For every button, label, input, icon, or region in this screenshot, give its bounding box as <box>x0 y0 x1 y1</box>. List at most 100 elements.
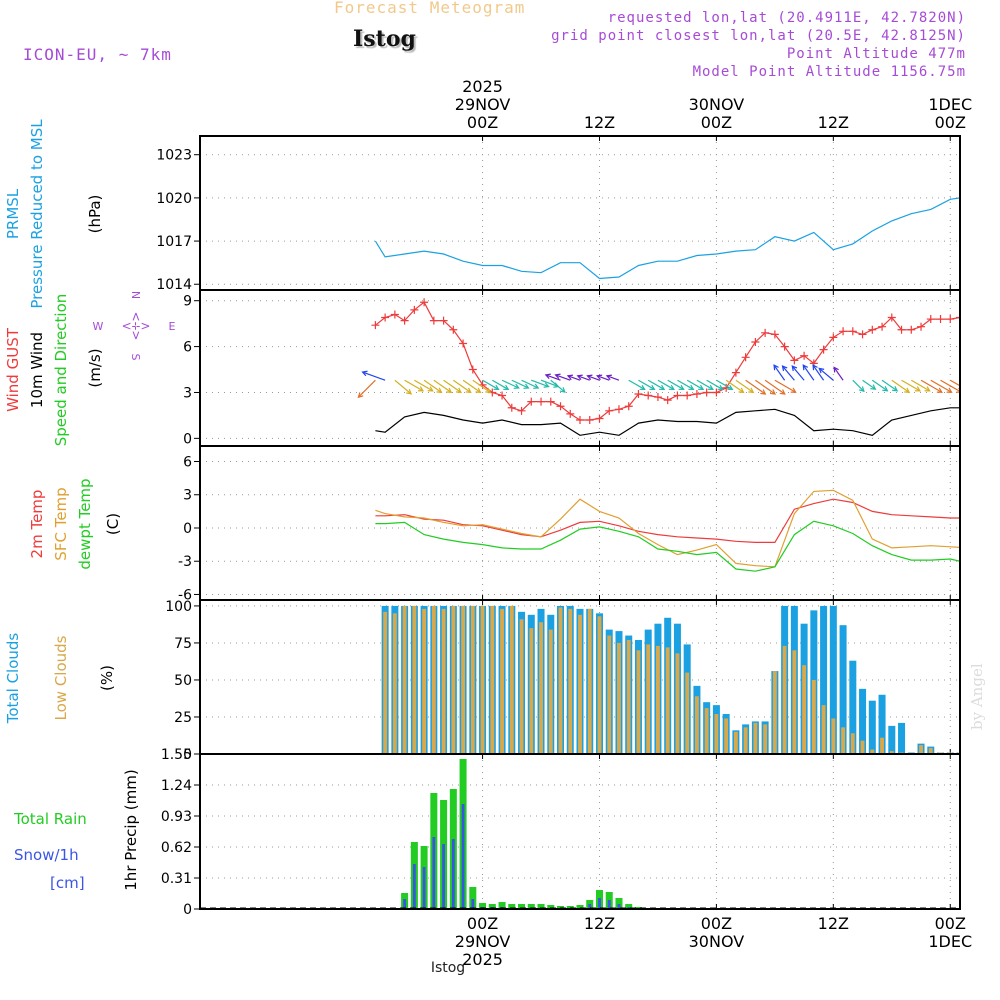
precip-unit: 1hr Precip (mm) <box>122 769 140 890</box>
time-label-top: 1DEC <box>928 95 972 114</box>
gust-marker <box>400 316 409 325</box>
wind-arrow <box>930 379 952 393</box>
wind-arrow <box>423 379 442 393</box>
bar-low-clouds <box>480 605 485 754</box>
y-tick-label: 1023 <box>156 148 192 164</box>
wind-arrow-head <box>357 392 364 399</box>
wind-arrow-head <box>659 384 666 391</box>
wind-arrow <box>596 375 610 381</box>
wind-arrow <box>773 364 786 381</box>
wind-arrow <box>501 379 519 389</box>
y-tick-label: 6 <box>183 340 192 356</box>
bar-total-clouds <box>859 688 867 754</box>
y-tick-label: 100 <box>165 599 192 615</box>
gust-marker <box>663 396 672 405</box>
wind-arrow-head <box>966 388 971 392</box>
bar-low-clouds <box>870 749 875 754</box>
bar-snow-1h <box>412 864 416 909</box>
wind-arrow <box>404 379 424 392</box>
bar-low-clouds <box>802 665 807 754</box>
gust-marker <box>653 393 662 402</box>
wind-arrow-head <box>770 389 777 395</box>
time-label-bottom: 00Z <box>467 914 498 933</box>
time-label-top: 12Z <box>818 113 849 132</box>
bar-low-clouds <box>880 737 884 754</box>
gust-marker <box>731 368 740 377</box>
gust-marker <box>390 310 399 319</box>
bar-total-rain <box>615 898 623 909</box>
model-label: ICON-EU, ~ 7km <box>23 45 172 64</box>
gust-marker <box>702 388 711 397</box>
wind-arrow-head <box>738 387 745 394</box>
grid-point-coords: grid point closest lon,lat (20.5E, 42.81… <box>551 28 966 44</box>
wind-arrow-head <box>485 387 492 394</box>
bar-low-clouds <box>451 605 456 754</box>
panel-label: SFC Temp <box>52 487 70 560</box>
panel-label: Pressure Reduced to MSL <box>28 119 46 309</box>
wind-arrow <box>511 379 529 389</box>
panel-frame <box>199 753 961 910</box>
bar-total-rain <box>488 904 496 909</box>
gust-marker <box>712 388 721 397</box>
panel-body <box>200 759 960 909</box>
time-label-top: 29NOV <box>455 95 511 114</box>
gust-marker <box>839 327 848 336</box>
bar-total-rain <box>498 902 506 909</box>
wind-arrow <box>521 379 539 389</box>
gust-marker <box>459 339 468 348</box>
bar-low-clouds <box>704 708 709 754</box>
series-line-sfc-temp <box>375 489 960 568</box>
gust-marker <box>546 397 555 406</box>
bar-low-clouds <box>626 639 631 754</box>
gust-marker <box>975 310 983 318</box>
wind-arrow <box>979 380 1000 391</box>
wind-arrow-head <box>417 386 425 392</box>
wind-arrow <box>577 375 590 381</box>
panel-unit: (hPa) <box>86 195 104 234</box>
bar-total-clouds <box>878 694 886 754</box>
wind-arrow-head <box>892 386 899 392</box>
bar-total-rain <box>479 903 487 909</box>
panel-unit: (m/s) <box>86 348 104 387</box>
wind-arrow-head <box>698 384 705 391</box>
bar-total-clouds <box>976 753 983 754</box>
bar-low-clouds <box>607 635 612 754</box>
gust-marker <box>780 342 789 351</box>
wind-arrow-head <box>802 364 809 371</box>
time-label-bottom: 29NOV <box>455 932 511 951</box>
wind-arrow <box>696 379 714 390</box>
bar-low-clouds <box>782 645 787 754</box>
y-tick-label: -3 <box>178 554 192 570</box>
wind-arrow <box>940 379 960 393</box>
gust-marker <box>946 315 955 324</box>
gust-marker <box>800 351 809 360</box>
gust-marker <box>576 416 584 424</box>
wind-arrow <box>755 379 776 395</box>
bar-low-clouds <box>831 718 836 754</box>
bar-total-clouds <box>868 700 876 754</box>
wind-arrow-head <box>559 387 566 393</box>
panel-label: Speed and Direction <box>52 294 70 447</box>
wind-arrow <box>394 379 412 395</box>
wind-arrow-head <box>790 387 797 393</box>
bar-low-clouds <box>821 705 826 754</box>
series-line-10m-wind <box>375 407 960 436</box>
bar-snow-1h <box>451 839 455 909</box>
wind-arrow <box>959 380 960 381</box>
panel-label: Total Clouds <box>4 633 22 725</box>
time-label-top: 30NOV <box>689 95 745 114</box>
gust-marker <box>692 390 701 398</box>
bar-low-clouds <box>383 611 388 754</box>
wind-arrow <box>989 380 1000 391</box>
point-altitude: Point Altitude 477m <box>786 46 966 62</box>
gust-marker <box>439 316 448 325</box>
wind-arrow <box>443 379 462 393</box>
footer-location: Istog <box>431 960 465 976</box>
wind-arrow-head <box>554 373 561 380</box>
panel-body <box>381 605 983 754</box>
y-tick-label: 1020 <box>156 191 192 207</box>
bar-snow-1h <box>588 904 592 909</box>
bar-low-clouds <box>792 650 797 754</box>
bar-total-rain <box>625 904 633 909</box>
bar-low-clouds <box>685 672 690 754</box>
